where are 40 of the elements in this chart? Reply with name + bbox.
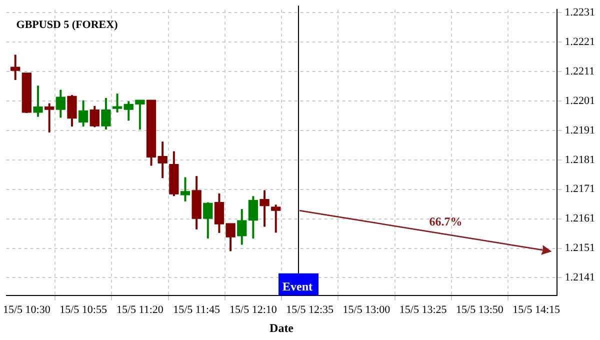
y-tick-label: 1.2151 bbox=[564, 242, 595, 254]
candlestick bbox=[90, 104, 100, 128]
y-tick-label: 1.2231 bbox=[564, 6, 595, 18]
annotation: 66.7% bbox=[429, 214, 462, 228]
candlestick bbox=[248, 195, 258, 240]
y-tick-label: 1.2171 bbox=[564, 183, 595, 196]
x-tick-label: 15/5 12:35 bbox=[286, 304, 334, 316]
x-tick-label: 15/5 14:15 bbox=[512, 304, 561, 316]
x-tick-label: 15/5 11:45 bbox=[173, 304, 221, 316]
y-tick-label: 1.2221 bbox=[564, 36, 595, 48]
y-tick-label: 1.2181 bbox=[564, 154, 595, 166]
candlestick bbox=[44, 102, 54, 134]
candlestick bbox=[180, 176, 190, 202]
candlestick bbox=[56, 88, 66, 119]
y-tick-label: 1.2201 bbox=[564, 94, 595, 107]
candlestick bbox=[203, 201, 213, 240]
candlestick bbox=[260, 189, 270, 228]
text: GBPUSD 5 (FOREX) bbox=[16, 18, 118, 31]
x-axis-title: Date bbox=[270, 320, 294, 335]
x-tick-label: 15/5 12:10 bbox=[230, 304, 278, 316]
candlestick bbox=[10, 54, 20, 82]
x-tick-label: 15/5 13:25 bbox=[399, 304, 448, 316]
candlestick bbox=[158, 140, 168, 180]
candlestick bbox=[67, 94, 77, 128]
candlestick bbox=[33, 84, 43, 118]
candlestick bbox=[101, 96, 111, 131]
candlestick bbox=[271, 204, 281, 234]
ref-line-label: Event bbox=[282, 279, 313, 294]
x-tick-label: 15/5 10:30 bbox=[2, 304, 51, 316]
x-tick-label: 15/5 11:20 bbox=[116, 304, 164, 316]
candlestick bbox=[78, 99, 88, 128]
y-tick-label: 1.2191 bbox=[564, 124, 595, 136]
x-tick-label: 15/5 10:55 bbox=[60, 304, 108, 316]
y-tick-label: 1.2211 bbox=[564, 65, 595, 78]
candlestick bbox=[237, 208, 247, 246]
y-tick-label: 1.2141 bbox=[564, 272, 595, 284]
x-tick-label: 15/5 13:50 bbox=[456, 304, 504, 316]
y-tick-label: 1.2161 bbox=[564, 212, 595, 225]
candlestick bbox=[112, 92, 122, 114]
x-tick-label: 15/5 13:00 bbox=[342, 304, 391, 316]
